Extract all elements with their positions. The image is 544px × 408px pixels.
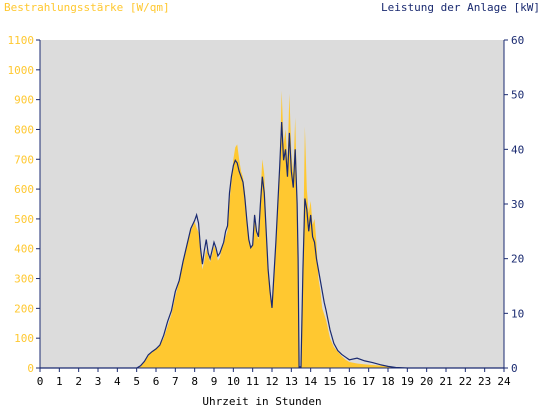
x-tick-label: 16 <box>343 375 356 388</box>
y-left-tick-label: 1000 <box>8 64 35 77</box>
y-left-tick-label: 200 <box>14 302 34 315</box>
y-left-tick-label: 0 <box>27 362 34 375</box>
x-tick-label: 4 <box>114 375 121 388</box>
x-tick-label: 1 <box>56 375 63 388</box>
x-tick-label: 23 <box>478 375 491 388</box>
x-tick-label: 14 <box>304 375 318 388</box>
y-left-tick-label: 300 <box>14 273 34 286</box>
y-right-tick-label: 20 <box>511 253 524 266</box>
x-tick-label: 21 <box>439 375 452 388</box>
x-tick-label: 19 <box>401 375 414 388</box>
x-tick-label: 10 <box>227 375 240 388</box>
y-right-tick-label: 50 <box>511 89 524 102</box>
x-tick-label: 12 <box>265 375 278 388</box>
y-left-tick-label: 400 <box>14 243 34 256</box>
x-tick-label: 13 <box>285 375 298 388</box>
y-right-tick-label: 30 <box>511 198 524 211</box>
y-left-tick-label: 800 <box>14 123 34 136</box>
x-tick-label: 3 <box>95 375 102 388</box>
y-right-tick-label: 60 <box>511 34 524 47</box>
y-right-tick-label: 10 <box>511 307 524 320</box>
x-tick-label: 0 <box>37 375 44 388</box>
x-tick-label: 5 <box>133 375 140 388</box>
y-left-tick-label: 900 <box>14 94 34 107</box>
x-tick-label: 20 <box>420 375 433 388</box>
x-tick-label: 2 <box>75 375 82 388</box>
x-tick-label: 8 <box>191 375 198 388</box>
y-right-tick-label: 0 <box>511 362 518 375</box>
x-tick-label: 9 <box>211 375 218 388</box>
y-left-tick-label: 600 <box>14 183 34 196</box>
right-axis-title: Leistung der Anlage [kW] <box>381 1 540 14</box>
y-left-tick-label: 1100 <box>8 34 35 47</box>
x-tick-label: 17 <box>362 375 375 388</box>
x-tick-label: 24 <box>497 375 511 388</box>
y-left-tick-label: 700 <box>14 153 34 166</box>
x-tick-label: 22 <box>459 375 472 388</box>
y-right-tick-label: 40 <box>511 143 524 156</box>
x-tick-label: 15 <box>323 375 336 388</box>
y-left-tick-label: 100 <box>14 332 34 345</box>
x-axis-label: Uhrzeit in Stunden <box>202 395 321 408</box>
x-tick-label: 6 <box>153 375 160 388</box>
irradiance-area <box>40 90 504 368</box>
x-tick-label: 11 <box>246 375 259 388</box>
left-axis-title: Bestrahlungsstärke [W/qm] <box>4 1 170 14</box>
y-left-tick-label: 500 <box>14 213 34 226</box>
x-tick-label: 18 <box>381 375 394 388</box>
power-line <box>40 121 504 369</box>
x-tick-label: 7 <box>172 375 179 388</box>
